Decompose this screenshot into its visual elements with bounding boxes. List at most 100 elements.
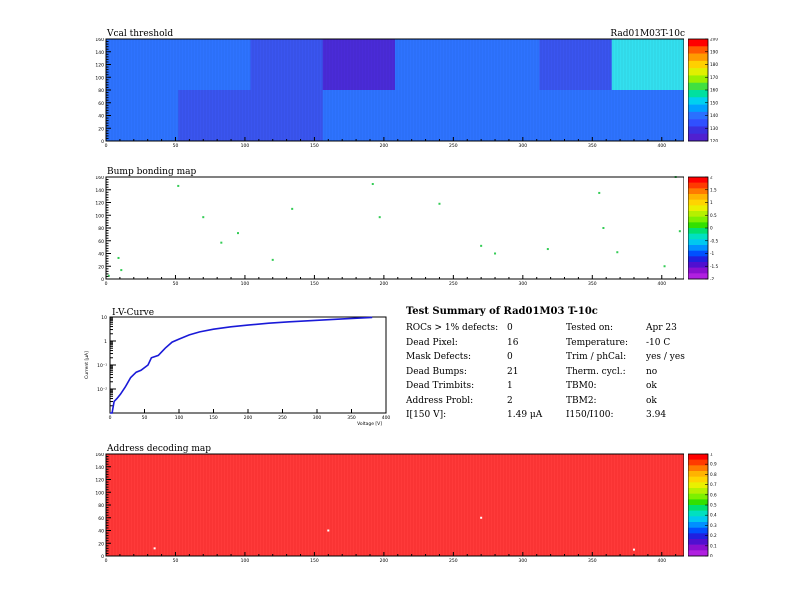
summary-label: Temperature: [566, 337, 628, 348]
color-scale-band [688, 222, 708, 229]
color-scale-band [688, 459, 708, 466]
color-scale-band [688, 482, 708, 489]
color-scale-band [688, 250, 708, 257]
y-tick-label: 60 [98, 239, 104, 245]
color-scale-band [688, 510, 708, 517]
summary-value: yes / yes [646, 352, 685, 362]
z-tick-label: 0.2 [710, 533, 717, 538]
z-tick-label: 140 [710, 113, 718, 118]
address-color-scale: 0 0.1 0.2 0.3 0.4 0.5 0.6 0.7 0.8 0.9 1 [688, 453, 717, 558]
z-tick-label: 170 [710, 75, 718, 80]
z-tick-label: 0.5 [710, 503, 717, 508]
z-tick-label: 0.7 [710, 482, 717, 487]
color-scale-band [688, 527, 708, 534]
dead-bump-dot [663, 265, 666, 268]
z-tick-label: -2 [710, 277, 715, 281]
color-scale-band [688, 46, 708, 54]
color-scale-band [688, 182, 708, 189]
dead-bump-dot [177, 184, 180, 187]
y-tick-label: 40 [98, 114, 104, 120]
color-scale-band [688, 273, 708, 280]
roc-block [322, 39, 396, 91]
z-tick-label: -1.5 [710, 264, 718, 269]
x-tick-label: 100 [241, 558, 250, 563]
z-tick-label: 120 [710, 139, 718, 143]
dead-bump-dot [378, 216, 381, 219]
iv-x-tick-label: 50 [142, 415, 148, 421]
color-scale-band [688, 471, 708, 477]
x-tick-label: 0 [105, 281, 108, 286]
y-tick-label: 40 [98, 252, 104, 258]
y-tick-label: 40 [98, 529, 104, 535]
x-tick-label: 150 [310, 281, 319, 286]
x-tick-label: 400 [657, 558, 666, 563]
color-scale-band [688, 256, 708, 263]
z-tick-label: 1.5 [710, 187, 717, 192]
iv-x-tick-label: 200 [244, 415, 253, 421]
color-scale-band [688, 533, 708, 540]
dead-bump-dot [480, 244, 483, 247]
summary-label: I150/I100: [566, 410, 614, 420]
address-defect-dot [153, 547, 156, 550]
map-background [106, 177, 684, 279]
y-tick-label: 160 [95, 176, 104, 181]
color-scale-band [688, 516, 708, 523]
summary-value: no [646, 366, 658, 377]
summary-label: Tested on: [566, 323, 614, 333]
roc-block [611, 90, 684, 142]
summary-label: Mask Defects: [406, 352, 472, 362]
color-scale-band [688, 211, 708, 217]
summary-row: Temperature: -10 C [566, 338, 706, 350]
color-scale-band [688, 544, 708, 551]
y-tick-label: 100 [95, 213, 104, 219]
module-id-label: Rad01M03T-10c [610, 29, 685, 39]
summary-title: Test Summary of Rad01M03 T-10c [406, 306, 598, 317]
dead-bump-dot [602, 227, 605, 229]
x-tick-label: 200 [380, 281, 389, 286]
roc-block [539, 90, 613, 142]
x-tick-label: 250 [449, 558, 458, 563]
iv-y-tick-label: 10 [101, 315, 107, 321]
vcal-color-scale: 120 130 140 150 160 170 180 190 200 [688, 38, 718, 142]
summary-label: Therm. cycl.: [566, 366, 626, 377]
address-defect-dot [632, 548, 635, 551]
color-scale-band [688, 245, 708, 251]
x-tick-label: 300 [519, 558, 528, 563]
x-tick-label: 50 [173, 281, 179, 286]
summary-row: I[150 V]: 1.49 μA [406, 410, 567, 422]
iv-curve-line [110, 316, 373, 414]
summary-label: I[150 V]: [406, 410, 447, 420]
roc-block [611, 39, 684, 91]
address-defect-dot [327, 529, 330, 532]
bump-bonding-map: 0 20 40 60 80 100 120 140 160 0 50 100 150 200 250 300 3… [95, 176, 684, 286]
x-tick-label: 400 [657, 281, 666, 286]
roc-block [178, 90, 251, 142]
summary-value: ok [646, 395, 657, 406]
summary-label: Dead Trimbits: [406, 381, 475, 391]
address-defect-dot [480, 516, 483, 519]
vcal-map-title: Vcal threshold [107, 29, 174, 39]
dead-bump-dot [107, 274, 110, 277]
dead-bump-dot [236, 232, 239, 235]
color-scale-band [688, 228, 708, 234]
y-tick-label: 60 [98, 516, 104, 522]
y-tick-label: 120 [95, 63, 104, 69]
z-tick-label: 0 [710, 554, 713, 558]
roc-block [178, 39, 251, 91]
dead-bump-dot [598, 191, 601, 194]
dead-bump-dot [438, 202, 441, 205]
color-scale-band [688, 194, 708, 200]
summary-row: Therm. cycl.: no [566, 367, 706, 379]
summary-value: 1.49 μA [507, 410, 543, 420]
vcal-threshold-map: 0 20 40 60 80 100 120 140 160 0 50 100 150 200 250 300 3… [95, 38, 684, 148]
color-scale-band [688, 262, 708, 268]
color-scale-band [688, 488, 708, 494]
summary-value: Apr 23 [646, 323, 677, 333]
summary-label: Trim / phCal: [566, 352, 627, 362]
color-scale-band [688, 119, 708, 127]
y-tick-label: 80 [98, 88, 104, 94]
roc-block [539, 39, 613, 91]
x-tick-label: 250 [449, 143, 458, 148]
color-scale-band [688, 493, 708, 500]
